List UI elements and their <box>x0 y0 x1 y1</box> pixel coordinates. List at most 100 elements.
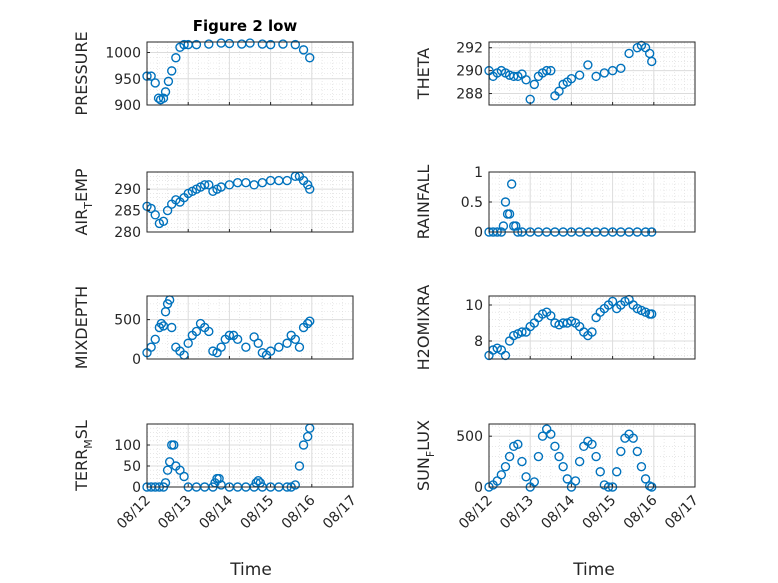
data-point <box>282 175 292 186</box>
y-tick-label: 1 <box>474 165 483 181</box>
data-point <box>224 180 235 190</box>
data-point <box>537 431 548 441</box>
data-point <box>191 39 202 50</box>
data-point <box>305 316 315 326</box>
data-point <box>562 474 572 484</box>
x-axis-label-left: Time <box>229 560 272 580</box>
data-point <box>290 39 301 50</box>
y-tick-label: 0 <box>474 480 483 496</box>
data-point <box>529 477 540 487</box>
data-point <box>216 182 226 192</box>
data-point <box>164 457 175 467</box>
data-point <box>232 334 243 345</box>
data-point <box>294 461 305 471</box>
subplot-4: 0 0.5 1 RAINFALL <box>414 165 696 241</box>
data-point <box>265 346 276 356</box>
y-tick-label: 500 <box>456 429 483 445</box>
data-point <box>278 39 288 49</box>
data-point <box>158 93 169 103</box>
data-point <box>282 338 292 348</box>
data-point <box>249 180 259 190</box>
data-point <box>496 470 507 480</box>
data-point <box>587 439 597 450</box>
y-tick-label: 10 <box>465 298 483 314</box>
data-point <box>302 431 313 442</box>
data-point <box>167 66 177 76</box>
y-tick-label: 290 <box>456 64 483 80</box>
y-tick-label: 0.5 <box>461 195 483 211</box>
data-point <box>298 45 309 55</box>
data-point <box>290 480 301 490</box>
data-point <box>498 221 509 231</box>
data-point <box>162 205 173 216</box>
data-point <box>298 440 309 450</box>
y-axis-label: AIRTEMP <box>72 168 95 235</box>
data-point <box>636 461 647 472</box>
data-point <box>541 65 552 76</box>
data-point <box>162 465 173 475</box>
data-point <box>517 456 527 467</box>
y-tick-label: 100 <box>114 438 141 454</box>
axes-box <box>488 423 696 488</box>
data-point <box>558 461 568 472</box>
data-point <box>628 433 638 443</box>
data-point <box>253 476 263 486</box>
y-tick-label: 1000 <box>105 46 141 62</box>
data-point <box>204 326 214 337</box>
data-point <box>305 184 315 194</box>
data-point <box>167 322 177 333</box>
y-tick-label: 50 <box>123 459 141 475</box>
data-point <box>595 467 605 477</box>
axes-box <box>146 295 354 360</box>
data-point <box>566 73 577 84</box>
y-axis-label: MIXDEPTH <box>72 286 91 369</box>
data-point <box>521 75 531 85</box>
data-point <box>216 342 226 352</box>
data-point <box>583 60 593 70</box>
data-point <box>511 221 521 231</box>
data-point <box>150 210 160 220</box>
y-tick-label: 285 <box>114 204 141 220</box>
data-point <box>302 318 313 329</box>
y-tick-label: 0 <box>132 480 141 496</box>
data-point <box>216 480 226 490</box>
data-point <box>158 216 169 226</box>
y-tick-label: 0 <box>132 352 141 368</box>
data-point <box>171 53 181 63</box>
data-point <box>241 342 251 352</box>
data-point <box>647 309 657 319</box>
data-point <box>257 178 268 188</box>
data-point <box>305 53 315 63</box>
data-point <box>160 87 171 97</box>
data-point <box>517 327 527 337</box>
y-tick-label: 292 <box>456 41 483 57</box>
data-point <box>554 86 564 96</box>
y-axis-label: SUNFLUX <box>414 420 437 491</box>
y-tick-label: 8 <box>474 334 483 350</box>
data-point <box>570 476 581 486</box>
data-point <box>640 474 651 484</box>
x-axis-label-right: Time <box>572 560 615 580</box>
data-point <box>587 327 597 337</box>
data-point <box>199 180 210 190</box>
data-point <box>274 342 284 352</box>
figure-title: Figure 2 low <box>193 17 298 35</box>
y-tick-label: 288 <box>456 87 483 103</box>
axes-box <box>146 423 354 488</box>
data-point <box>208 346 218 356</box>
data-point <box>224 330 235 341</box>
data-point <box>533 451 544 462</box>
y-tick-label: 950 <box>114 72 141 88</box>
data-point <box>506 179 517 189</box>
data-point <box>245 38 255 48</box>
data-point <box>294 342 305 352</box>
data-point <box>150 78 160 88</box>
data-point <box>616 63 626 74</box>
data-point <box>607 296 618 307</box>
data-point <box>150 334 160 345</box>
data-point <box>647 56 657 67</box>
data-point <box>632 446 643 457</box>
data-point <box>574 70 585 80</box>
data-point <box>574 456 585 467</box>
